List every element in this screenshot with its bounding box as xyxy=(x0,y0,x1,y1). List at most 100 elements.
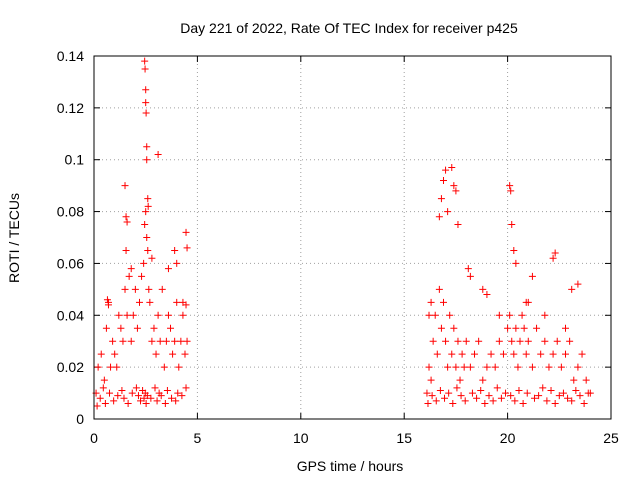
y-tick-label: 0 xyxy=(76,411,84,427)
plot-frame xyxy=(93,55,612,420)
data-point xyxy=(450,324,458,332)
y-tick-label: 0.14 xyxy=(57,48,84,64)
data-point xyxy=(508,221,516,229)
data-point xyxy=(497,394,505,402)
data-point xyxy=(123,218,131,226)
data-point xyxy=(535,392,543,400)
data-point xyxy=(104,301,112,309)
data-point xyxy=(568,285,576,293)
x-tick-label: 0 xyxy=(90,430,98,446)
data-point xyxy=(582,376,590,384)
data-point xyxy=(97,350,105,358)
data-point xyxy=(179,311,187,319)
data-point xyxy=(559,389,567,397)
data-point xyxy=(510,350,518,358)
data-point xyxy=(140,259,148,267)
data-point xyxy=(547,386,555,394)
data-point xyxy=(142,399,150,407)
data-point xyxy=(584,389,592,397)
data-point xyxy=(172,397,180,405)
data-point xyxy=(528,363,536,371)
data-point xyxy=(454,221,462,229)
data-point xyxy=(446,311,454,319)
data-point xyxy=(432,397,440,405)
data-point xyxy=(512,324,520,332)
data-point xyxy=(495,337,503,345)
data-point xyxy=(428,392,436,400)
data-point xyxy=(518,311,526,319)
data-point xyxy=(557,363,565,371)
data-point xyxy=(523,389,531,397)
data-point xyxy=(437,324,445,332)
data-point xyxy=(93,402,101,410)
data-point xyxy=(146,298,154,306)
data-point xyxy=(163,386,171,394)
data-point xyxy=(134,392,142,400)
data-point xyxy=(515,386,523,394)
data-point xyxy=(508,337,516,345)
data-point xyxy=(151,384,159,392)
data-point xyxy=(514,363,522,371)
data-point xyxy=(101,399,109,407)
data-point xyxy=(562,324,570,332)
data-point xyxy=(133,324,141,332)
data-point xyxy=(121,182,129,190)
x-tick-label: 5 xyxy=(194,430,202,446)
data-point xyxy=(158,285,166,293)
data-point xyxy=(479,376,487,384)
data-point xyxy=(448,350,456,358)
data-point xyxy=(439,176,447,184)
data-point xyxy=(142,208,150,216)
data-point xyxy=(457,392,465,400)
data-point xyxy=(512,259,520,267)
data-point xyxy=(522,298,530,306)
data-point xyxy=(449,399,457,407)
data-point xyxy=(464,265,472,273)
data-point xyxy=(452,363,460,371)
data-point xyxy=(111,350,119,358)
data-point xyxy=(182,228,190,236)
data-point xyxy=(522,350,530,358)
data-point xyxy=(141,65,149,73)
data-point xyxy=(177,337,185,345)
data-point xyxy=(115,311,123,319)
grid-lines xyxy=(94,56,611,419)
data-point xyxy=(481,399,489,407)
data-point xyxy=(479,285,487,293)
data-point xyxy=(445,389,453,397)
data-point xyxy=(144,202,152,210)
data-point xyxy=(143,392,151,400)
data-point xyxy=(504,324,512,332)
data-point xyxy=(431,311,439,319)
y-tick-label: 0.06 xyxy=(57,255,84,271)
data-point xyxy=(537,350,545,358)
data-point xyxy=(473,394,481,402)
data-point xyxy=(460,363,468,371)
data-point xyxy=(144,246,152,254)
data-point xyxy=(471,350,479,358)
data-point xyxy=(555,392,563,400)
data-point xyxy=(448,163,456,171)
data-point xyxy=(122,213,130,221)
data-point xyxy=(123,311,131,319)
data-point xyxy=(143,156,151,164)
y-tick-label: 0.04 xyxy=(57,307,84,323)
data-point xyxy=(454,337,462,345)
axis-ticks: 0 5 10 15 20 25 0 0.02 0.04 0.06 0.08 0.1 0.12 0.14 xyxy=(57,48,619,446)
data-point xyxy=(444,208,452,216)
data-point xyxy=(539,384,547,392)
data-point xyxy=(145,285,153,293)
data-point xyxy=(543,397,551,405)
data-point xyxy=(427,376,435,384)
data-point xyxy=(461,397,469,405)
data-point xyxy=(506,311,514,319)
data-point xyxy=(516,337,524,345)
data-point xyxy=(442,166,450,174)
data-point xyxy=(549,350,557,358)
data-point xyxy=(450,182,458,190)
data-point xyxy=(103,296,111,304)
data-point xyxy=(495,311,503,319)
data-point xyxy=(131,285,139,293)
data-point xyxy=(429,337,437,345)
data-point xyxy=(142,99,150,107)
